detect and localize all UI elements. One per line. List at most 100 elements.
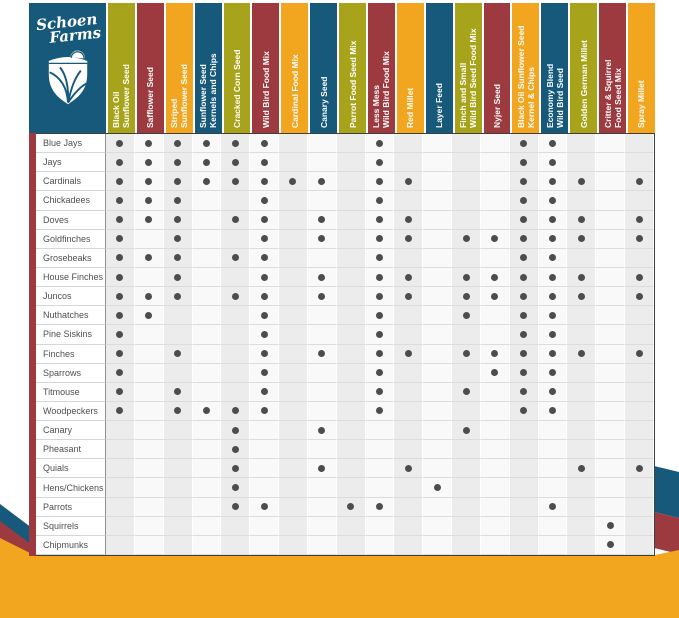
grid-cell	[452, 153, 481, 173]
eats-dot	[549, 330, 557, 338]
eats-dot	[260, 407, 268, 415]
grid-cell	[452, 134, 481, 154]
grid-cell	[221, 401, 251, 422]
row-label: Woodpeckers	[36, 401, 106, 422]
eats-dot	[174, 216, 182, 224]
column-header-5: Cracked Corn Seed	[223, 3, 251, 133]
grid-cell	[567, 191, 597, 211]
eats-dot	[375, 311, 383, 319]
grid-cell	[192, 478, 222, 498]
grid-cell	[106, 516, 135, 536]
grid-cell	[452, 229, 481, 249]
eats-dot	[404, 464, 412, 472]
grid-cell	[134, 478, 164, 498]
eats-dot	[375, 158, 383, 166]
column-header-label: Canary Seed	[318, 76, 329, 129]
eats-dot	[635, 464, 643, 472]
grid-cell	[307, 421, 337, 441]
grid-cell	[336, 497, 366, 517]
grid-cell	[221, 248, 251, 268]
farm-shield-icon	[29, 48, 106, 111]
grid-cell	[423, 516, 453, 536]
grid-cell	[192, 229, 222, 249]
eats-dot	[577, 273, 585, 281]
grid-cell	[567, 516, 597, 536]
grid-cell	[106, 153, 135, 173]
grid-cell	[336, 248, 366, 268]
grid-cell	[365, 134, 395, 154]
eats-dot	[116, 139, 124, 147]
grid-cell	[423, 325, 453, 345]
grid-cell	[163, 401, 193, 422]
grid-cell	[163, 229, 193, 249]
grid-cell	[625, 153, 654, 173]
grid-cell	[480, 535, 510, 555]
row-label: Cardinals	[36, 172, 106, 192]
grid-cell	[567, 382, 597, 402]
grid-cell	[567, 325, 597, 345]
column-header-label: Cracked Corn Seed	[232, 49, 242, 128]
grid-cell	[106, 382, 135, 402]
grid-cell	[134, 382, 164, 402]
eats-dot	[549, 177, 557, 185]
grid-cell	[163, 287, 193, 307]
eats-dot	[116, 216, 124, 224]
eats-dot	[260, 235, 268, 243]
eats-dot	[260, 503, 268, 511]
column-header-17: Golden German Millet	[570, 3, 598, 133]
grid-cell	[106, 440, 135, 460]
grid-cell	[365, 440, 395, 460]
grid-cell	[480, 172, 510, 192]
grid-cell	[394, 535, 424, 555]
eats-dot	[174, 407, 182, 415]
grid-cell	[279, 516, 308, 536]
column-header-label: Layer Feed	[434, 83, 445, 128]
grid-cell	[250, 421, 280, 441]
grid-cell	[567, 459, 597, 479]
grid-cell	[336, 440, 366, 460]
grid-cell	[163, 421, 193, 441]
eats-dot	[520, 292, 528, 300]
grid-cell	[192, 535, 222, 555]
eats-dot	[462, 350, 470, 358]
grid-cell	[394, 440, 424, 460]
row-label: Juncos	[36, 287, 106, 307]
grid-cell	[365, 497, 395, 517]
grid-cell	[250, 478, 280, 498]
grid-cell	[106, 421, 135, 441]
eats-dot	[549, 407, 557, 415]
grid-cell	[192, 382, 222, 402]
grid-cell	[221, 344, 251, 364]
grid-cell	[452, 267, 481, 288]
eats-dot	[404, 273, 412, 281]
grid-cell	[192, 134, 222, 154]
eats-dot	[375, 407, 383, 415]
grid-cell	[192, 497, 222, 517]
grid-cell	[134, 363, 164, 383]
column-header-1: Black Oil Sunflower Seed	[108, 3, 135, 133]
grid-cell	[221, 516, 251, 536]
column-header-label: Nyjer Seed	[492, 84, 503, 128]
grid-cell	[423, 267, 453, 288]
grid-cell	[509, 229, 539, 249]
eats-dot	[116, 235, 124, 243]
grid-cell	[480, 267, 510, 288]
eats-dot	[174, 196, 182, 204]
eats-dot	[116, 350, 124, 358]
eats-dot	[260, 369, 268, 377]
grid-cell	[250, 287, 280, 307]
eats-dot	[231, 177, 239, 185]
eats-dot	[116, 273, 124, 281]
grid-cell	[480, 229, 510, 249]
grid-cell	[452, 440, 481, 460]
eats-dot	[260, 350, 268, 358]
grid-cell	[538, 497, 568, 517]
eats-dot	[520, 139, 528, 147]
eats-dot	[231, 484, 239, 492]
eats-dot	[174, 235, 182, 243]
grid-cell	[279, 363, 308, 383]
grid-cell	[365, 229, 395, 249]
grid-cell	[250, 382, 280, 402]
column-header-9: Parrot Food Seed Mix	[339, 3, 367, 133]
grid-cell	[134, 229, 164, 249]
